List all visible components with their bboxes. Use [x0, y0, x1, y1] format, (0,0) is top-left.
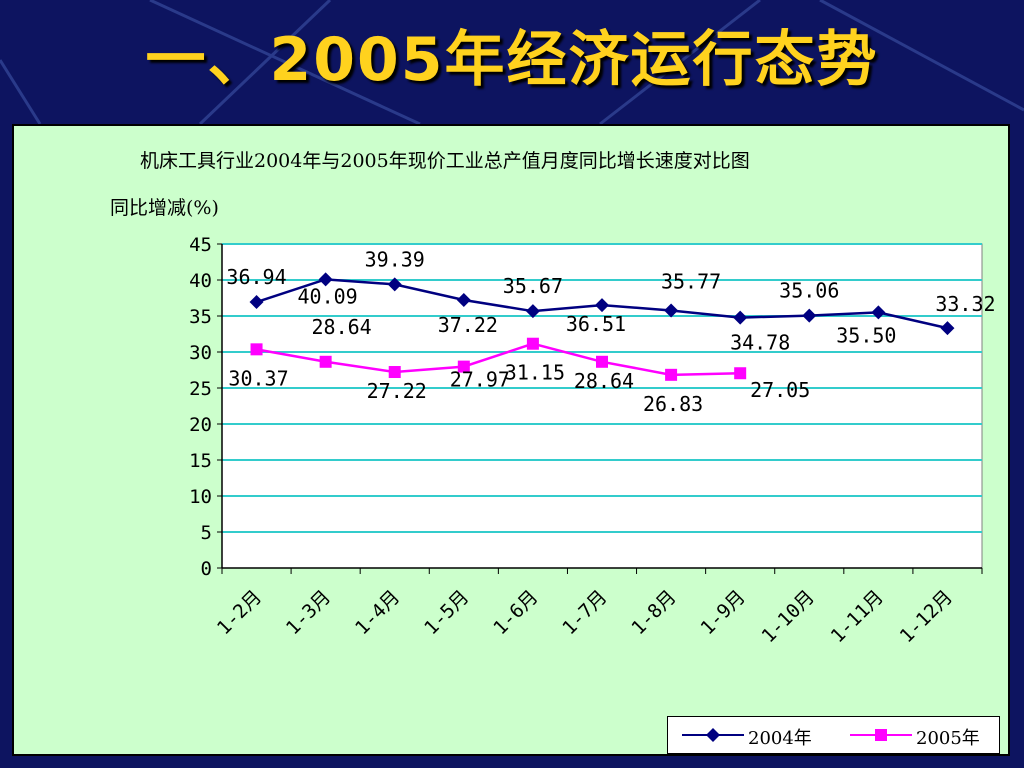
x-tick-label: 1-12月 — [896, 586, 957, 647]
series-line-2005 — [256, 342, 741, 377]
x-tick-label: 1-5月 — [420, 586, 473, 639]
data-point-2004 — [249, 295, 264, 310]
data-point-2005 — [457, 360, 470, 373]
data-point-2005 — [734, 367, 747, 380]
data-label-2005: 30.37 — [228, 366, 288, 390]
y-tick-label: 20 — [189, 414, 212, 436]
data-label-2005: 27.05 — [750, 378, 810, 402]
y-tick-label: 15 — [189, 450, 212, 472]
y-tick-label: 25 — [189, 378, 212, 400]
slide-title: 一、2005年经济运行态势 — [145, 25, 879, 95]
data-point-2004 — [525, 304, 540, 319]
y-tick-label: 30 — [189, 342, 212, 364]
legend-label-2005: 2005年 — [916, 728, 980, 749]
legend-item-2004: 2004年 — [668, 717, 828, 753]
data-label-2004: 34.78 — [730, 331, 790, 355]
data-label-2004: 35.06 — [779, 279, 839, 303]
data-point-2004 — [318, 272, 333, 287]
chart-title: 机床工具行业2004年与2005年现价工业总产值月度同比增长速度对比图 — [140, 150, 750, 172]
data-label-2004: 37.22 — [438, 313, 498, 337]
y-tick-label: 45 — [189, 234, 212, 256]
data-point-2004 — [664, 303, 679, 318]
data-point-2005 — [596, 355, 608, 368]
data-point-2005 — [665, 368, 678, 381]
x-tick-label: 1-4月 — [351, 586, 404, 639]
data-point-2005 — [250, 343, 263, 356]
data-point-2005 — [319, 355, 332, 368]
legend-marker-2005 — [850, 729, 912, 741]
data-point-2005 — [526, 337, 539, 350]
x-tick-label: 1-10月 — [757, 586, 818, 647]
data-label-2005: 27.97 — [450, 368, 510, 392]
x-tick-label: 1-6月 — [489, 586, 542, 639]
y-axis-title: 同比增减(%) — [110, 197, 219, 219]
legend-item-2005: 2005年 — [838, 717, 998, 753]
x-tick-label: 1-3月 — [282, 586, 335, 639]
data-label-2004: 35.50 — [836, 323, 896, 347]
data-label-2005: 26.83 — [643, 392, 703, 416]
data-point-2004 — [802, 308, 817, 323]
y-tick-label: 35 — [189, 306, 212, 328]
data-point-2004 — [871, 305, 886, 320]
data-point-2004 — [595, 298, 609, 313]
data-label-2004: 39.39 — [365, 247, 425, 271]
x-tick-label: 1-9月 — [696, 586, 749, 639]
y-tick-label: 40 — [189, 270, 212, 292]
plot-area — [221, 243, 983, 569]
data-label-2004: 33.32 — [935, 292, 995, 316]
data-label-2004: 36.51 — [566, 312, 626, 336]
x-tick-label: 1-11月 — [827, 586, 888, 647]
y-tick-label: 5 — [201, 522, 212, 544]
x-tick-label: 1-2月 — [213, 586, 266, 639]
x-tick-label: 1-7月 — [558, 586, 611, 639]
x-tick-label: 1-8月 — [627, 586, 680, 639]
data-point-2004 — [940, 321, 955, 336]
data-label-2004: 40.09 — [298, 284, 358, 308]
data-label-2004: 36.94 — [226, 265, 286, 289]
data-label-2005: 28.64 — [574, 369, 634, 393]
y-tick-label: 10 — [189, 486, 212, 508]
chart-legend: 2004年 2005年 — [667, 716, 1000, 754]
legend-marker-2004 — [682, 728, 744, 742]
data-label-2005: 28.64 — [312, 315, 372, 339]
data-point-2004 — [456, 293, 471, 308]
data-point-2004 — [387, 277, 402, 292]
data-label-2005: 27.22 — [367, 379, 427, 403]
data-label-2005: 31.15 — [505, 361, 565, 385]
data-point-2004 — [733, 310, 748, 325]
data-point-2005 — [388, 366, 401, 379]
y-tick-label: 0 — [201, 558, 212, 580]
legend-label-2004: 2004年 — [748, 728, 812, 749]
data-label-2004: 35.77 — [661, 269, 721, 293]
data-label-2004: 35.67 — [503, 274, 563, 298]
